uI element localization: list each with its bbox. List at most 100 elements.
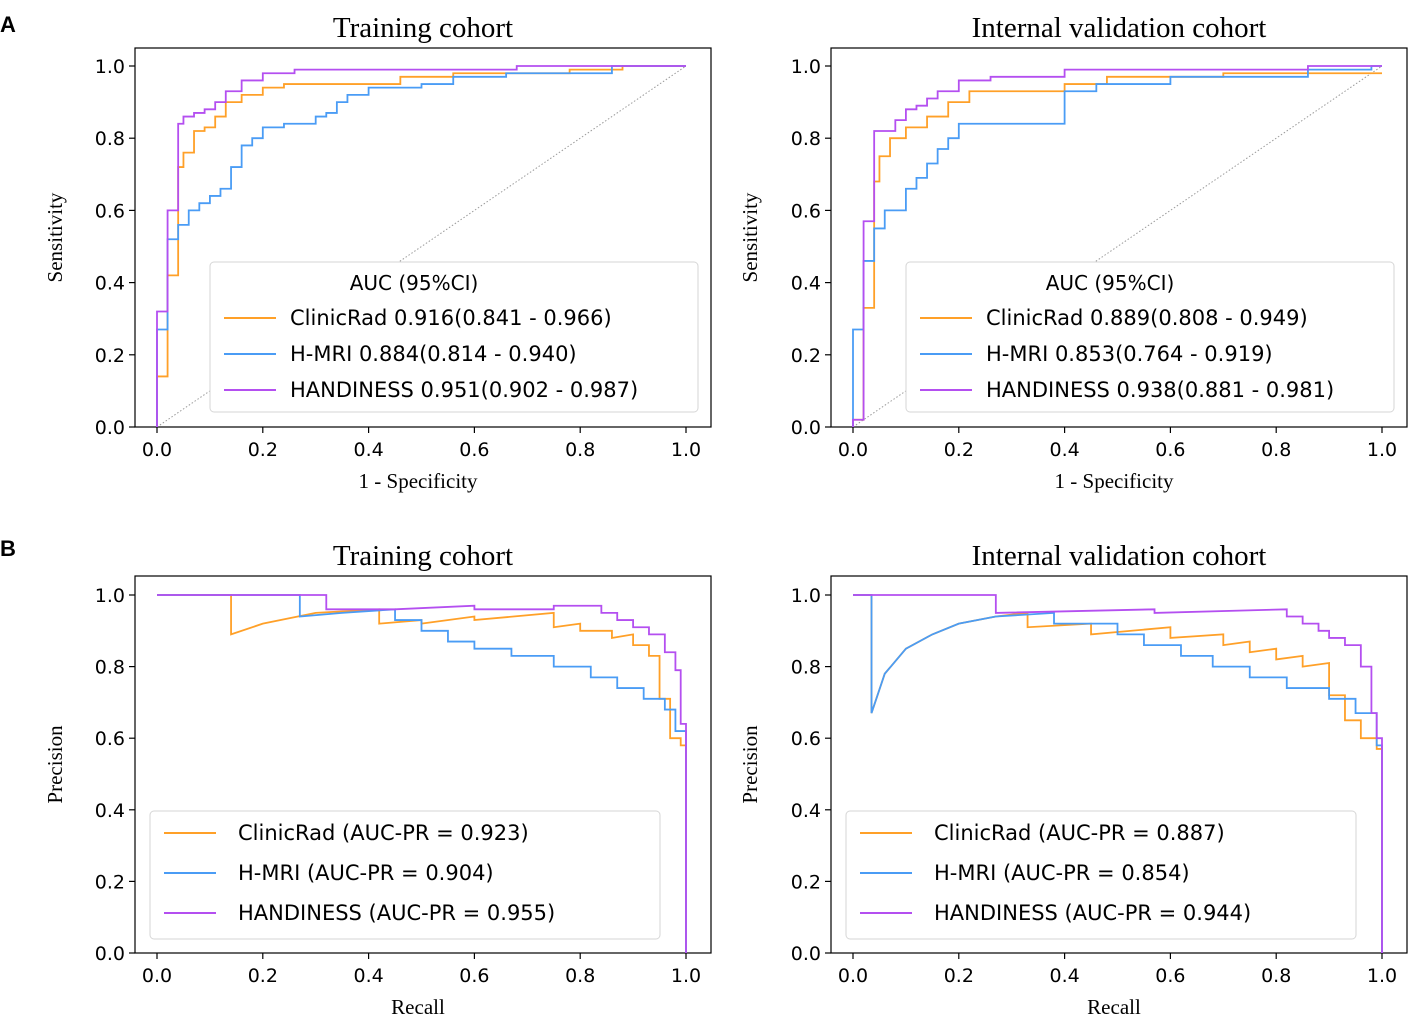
legend-label: H-MRI (AUC-PR = 0.854) <box>934 861 1190 885</box>
x-axis-label: Recall <box>1087 995 1141 1019</box>
plot-frame <box>830 47 1408 428</box>
panel-letter-B: B <box>0 536 16 561</box>
x-axis-label: 1 - Specificity <box>359 469 478 493</box>
legend-label: HANDINESS 0.951(0.902 - 0.987) <box>290 378 638 402</box>
y-tick-label: 0.0 <box>791 417 821 439</box>
plot-frame <box>134 47 712 428</box>
legend-label: H-MRI 0.853(0.764 - 0.919) <box>986 342 1273 366</box>
x-axis-label: Recall <box>391 995 445 1019</box>
legend: ClinicRad (AUC-PR = 0.887) H-MRI (AUC-PR … <box>845 810 1357 940</box>
legend-label: ClinicRad (AUC-PR = 0.887) <box>934 821 1225 845</box>
legend: ClinicRad (AUC-PR = 0.923) H-MRI (AUC-PR … <box>149 810 661 940</box>
x-tick-label: 1.0 <box>1367 965 1397 987</box>
series-line-2 <box>853 594 1383 953</box>
chart-title: Training cohort <box>333 540 513 572</box>
x-tick-label: 0.6 <box>1155 439 1185 461</box>
y-tick-label: 0.4 <box>95 273 125 295</box>
y-tick-label: 1.0 <box>791 585 821 607</box>
legend-label: ClinicRad 0.889(0.808 - 0.949) <box>986 306 1308 330</box>
x-axis-label: 1 - Specificity <box>1055 469 1174 493</box>
series-line-3 <box>156 65 686 427</box>
legend: AUC (95%CI) ClinicRad 0.916(0.841 - 0.966… <box>209 261 699 413</box>
y-tick-label: 0.2 <box>791 871 821 893</box>
y-tick-label: 0.0 <box>95 943 125 965</box>
y-tick-label: 0.6 <box>95 200 125 222</box>
x-tick-label: 0.2 <box>944 439 974 461</box>
legend-label: HANDINESS (AUC-PR = 0.944) <box>934 901 1251 925</box>
legend: AUC (95%CI) ClinicRad 0.889(0.808 - 0.949… <box>905 261 1395 413</box>
x-tick-label: 0.4 <box>353 439 383 461</box>
chart-title: Training cohort <box>333 12 513 44</box>
legend-label: HANDINESS (AUC-PR = 0.955) <box>238 901 555 925</box>
y-axis-label: Sensitivity <box>43 192 67 282</box>
x-tick-label: 0.4 <box>353 965 383 987</box>
y-tick-label: 0.8 <box>791 657 821 679</box>
legend-label: ClinicRad (AUC-PR = 0.923) <box>238 821 529 845</box>
x-tick-label: 0.2 <box>248 439 278 461</box>
chart-4: Internal validation cohort 0.0 0.2 0.4 0.6 0.… <box>738 540 1408 1019</box>
y-tick-label: 0.8 <box>791 128 821 150</box>
plot-frame <box>134 575 712 954</box>
y-tick-label: 0.2 <box>791 345 821 367</box>
series-line-2 <box>157 594 687 953</box>
legend-label: H-MRI 0.884(0.814 - 0.940) <box>290 342 577 366</box>
x-tick-label: 0.8 <box>1261 439 1291 461</box>
legend-box <box>149 810 661 940</box>
chart-1: A Training cohort 0.0 0.2 0.4 0.6 0.8 1.0 0.0 0.2… <box>0 12 712 493</box>
x-tick-label: 0.4 <box>1049 965 1079 987</box>
y-tick-label: 0.4 <box>95 800 125 822</box>
x-tick-label: 0.0 <box>142 439 172 461</box>
series-line-3 <box>157 594 687 953</box>
legend-box <box>905 261 1395 413</box>
series-line-3 <box>852 65 1382 427</box>
y-tick-label: 0.2 <box>95 345 125 367</box>
x-tick-label: 1.0 <box>671 965 701 987</box>
legend-title: AUC (95%CI) <box>1046 271 1175 295</box>
x-tick-label: 0.8 <box>565 439 595 461</box>
legend-title: AUC (95%CI) <box>350 271 479 295</box>
y-tick-label: 0.2 <box>95 871 125 893</box>
y-tick-label: 0.6 <box>791 728 821 750</box>
series-line-2 <box>852 65 1382 427</box>
x-tick-label: 0.8 <box>565 965 595 987</box>
y-tick-label: 0.8 <box>95 128 125 150</box>
chart-title: Internal validation cohort <box>972 540 1267 572</box>
x-tick-label: 0.0 <box>838 439 868 461</box>
legend-label: ClinicRad 0.916(0.841 - 0.966) <box>290 306 612 330</box>
y-tick-label: 0.6 <box>95 728 125 750</box>
x-tick-label: 1.0 <box>671 439 701 461</box>
y-tick-label: 0.4 <box>791 800 821 822</box>
y-axis-label: Precision <box>738 725 762 804</box>
x-tick-label: 0.0 <box>142 965 172 987</box>
x-tick-label: 0.4 <box>1049 439 1079 461</box>
x-tick-label: 0.2 <box>248 965 278 987</box>
x-tick-label: 0.6 <box>459 965 489 987</box>
panel-letter-A: A <box>0 12 16 37</box>
x-tick-label: 0.6 <box>459 439 489 461</box>
series-line-1 <box>157 594 687 953</box>
y-tick-label: 0.8 <box>95 657 125 679</box>
legend-label: H-MRI (AUC-PR = 0.904) <box>238 861 494 885</box>
legend-label: HANDINESS 0.938(0.881 - 0.981) <box>986 378 1334 402</box>
chart-title: Internal validation cohort <box>972 12 1267 44</box>
legend-box <box>209 261 699 413</box>
y-axis-label: Precision <box>43 725 67 804</box>
y-tick-label: 0.0 <box>95 417 125 439</box>
x-tick-label: 0.2 <box>944 965 974 987</box>
plot-frame <box>830 575 1408 954</box>
chart-3: B Training cohort 0.0 0.2 0.4 0.6 0.8 1.0 0.0 0.2… <box>0 536 712 1019</box>
legend-box <box>845 810 1357 940</box>
y-axis-label: Sensitivity <box>738 192 762 282</box>
y-tick-label: 0.6 <box>791 200 821 222</box>
y-tick-label: 0.4 <box>791 273 821 295</box>
series-line-3 <box>853 594 1383 953</box>
chart-2: Internal validation cohort 0.0 0.2 0.4 0.6 0.… <box>738 12 1408 493</box>
y-tick-label: 0.0 <box>791 943 821 965</box>
y-tick-label: 1.0 <box>791 56 821 78</box>
y-tick-label: 1.0 <box>95 585 125 607</box>
x-tick-label: 1.0 <box>1367 439 1397 461</box>
x-tick-label: 0.6 <box>1155 965 1185 987</box>
x-tick-label: 0.8 <box>1261 965 1291 987</box>
x-tick-label: 0.0 <box>838 965 868 987</box>
y-tick-label: 1.0 <box>95 56 125 78</box>
